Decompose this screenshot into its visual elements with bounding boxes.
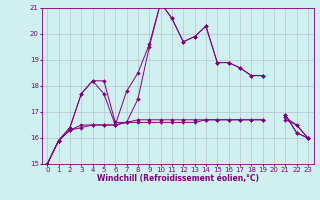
- X-axis label: Windchill (Refroidissement éolien,°C): Windchill (Refroidissement éolien,°C): [97, 174, 259, 183]
